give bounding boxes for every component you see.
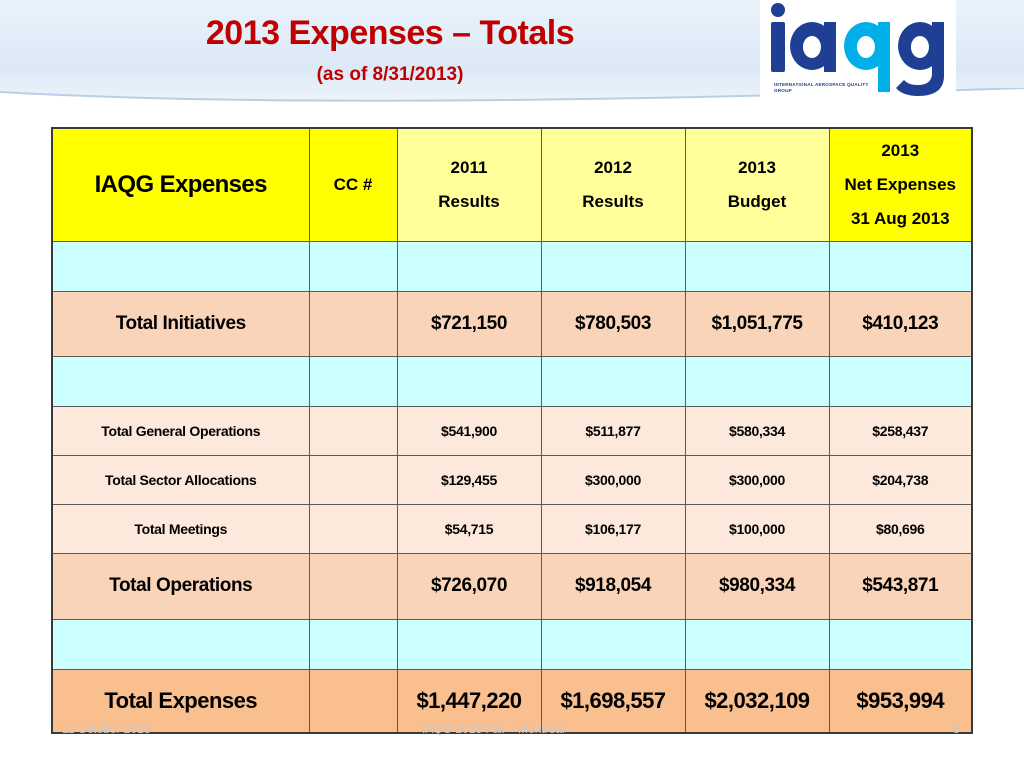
table-row-total-operations: Total Operations $726,070 $918,054 $980,… (51, 552, 973, 620)
footer-event: IAQG 2013 Fall – Montreal (422, 722, 565, 736)
value-2013-budget: $100,000 (684, 503, 830, 554)
spacer-cell (308, 618, 398, 670)
spacer-cell (828, 240, 973, 292)
table-header-row: IAQG Expenses CC # 2011 Results 2012 Res… (51, 127, 973, 242)
header-2011-results: 2011 Results (396, 127, 542, 242)
slide-subtitle: (as of 8/31/2013) (316, 64, 464, 85)
header-net-date: 31 Aug 2013 (850, 208, 950, 228)
value-2013-budget: $1,051,775 (684, 290, 830, 357)
expenses-table: IAQG Expenses CC # 2011 Results 2012 Res… (51, 127, 973, 734)
cc-cell (308, 405, 398, 456)
value-2012: $780,503 (540, 290, 686, 357)
value-2013-net: $258,437 (828, 405, 973, 456)
table-row-spacer (51, 618, 973, 670)
spacer-cell (51, 240, 310, 292)
header-2011-label: Results (438, 191, 500, 211)
logo-tagline: International Aerospace Quality Group (774, 82, 869, 93)
value-2013-budget: $300,000 (684, 454, 830, 505)
value-2012: $918,054 (540, 552, 686, 620)
value-2013-budget: $980,334 (684, 552, 830, 620)
header-2013-net-expenses: 2013 Net Expenses 31 Aug 2013 (828, 127, 973, 242)
value-2013-net: $410,123 (828, 290, 973, 357)
cc-cell (308, 668, 398, 734)
table-row-general-operations: Total General Operations $541,900 $511,8… (51, 405, 973, 456)
table-row-total-expenses: Total Expenses $1,447,220 $1,698,557 $2,… (51, 668, 973, 734)
header-2012-year: 2012 (594, 157, 632, 177)
header-2013-budget: 2013 Budget (684, 127, 830, 242)
spacer-cell (540, 355, 686, 407)
table-row-total-initiatives: Total Initiatives $721,150 $780,503 $1,0… (51, 290, 973, 357)
value-2013-net: $204,738 (828, 454, 973, 505)
spacer-cell (51, 355, 310, 407)
value-2011: $541,900 (396, 405, 542, 456)
spacer-cell (540, 240, 686, 292)
value-2012: $1,698,557 (540, 668, 686, 734)
header-2012-results: 2012 Results (540, 127, 686, 242)
cc-cell (308, 454, 398, 505)
value-2011: $54,715 (396, 503, 542, 554)
spacer-cell (540, 618, 686, 670)
spacer-cell (684, 355, 830, 407)
header-2013-year: 2013 (738, 157, 776, 177)
row-label: Total Initiatives (51, 290, 310, 357)
value-2012: $300,000 (540, 454, 686, 505)
iaqg-logo-mark (771, 3, 944, 96)
value-2012: $106,177 (540, 503, 686, 554)
spacer-cell (684, 240, 830, 292)
table-row-meetings: Total Meetings $54,715 $106,177 $100,000… (51, 503, 973, 554)
spacer-cell (684, 618, 830, 670)
spacer-cell (396, 240, 542, 292)
row-label: Total Expenses (51, 668, 310, 734)
iaqg-logo: International Aerospace Quality Group (760, 0, 956, 112)
cc-cell (308, 552, 398, 620)
spacer-cell (396, 618, 542, 670)
value-2013-net: $953,994 (828, 668, 973, 734)
value-2013-net: $543,871 (828, 552, 973, 620)
footer-date: 11 October 2013 (62, 722, 151, 736)
table-row-spacer (51, 240, 973, 292)
slide-title: 2013 Expenses – Totals (205, 14, 575, 52)
header-2013-label: Budget (727, 191, 787, 211)
value-2011: $726,070 (396, 552, 542, 620)
value-2011: $129,455 (396, 454, 542, 505)
value-2011: $721,150 (396, 290, 542, 357)
cc-cell (308, 503, 398, 554)
table-row-spacer (51, 355, 973, 407)
spacer-cell (308, 240, 398, 292)
spacer-cell (308, 355, 398, 407)
row-label: Total Meetings (51, 503, 310, 554)
header-net-year: 2013 (881, 140, 920, 160)
spacer-cell (396, 355, 542, 407)
header-iaqg-expenses: IAQG Expenses (51, 127, 310, 242)
row-label: Total General Operations (51, 405, 310, 456)
value-2013-budget: $580,334 (684, 405, 830, 456)
row-label: Total Operations (51, 552, 310, 620)
value-2013-net: $80,696 (828, 503, 973, 554)
header-2011-year: 2011 (450, 157, 488, 177)
footer-page-number: 8 (953, 722, 960, 736)
spacer-cell (828, 355, 973, 407)
value-2011: $1,447,220 (396, 668, 542, 734)
table-row-sector-allocations: Total Sector Allocations $129,455 $300,0… (51, 454, 973, 505)
header-2012-label: Results (582, 191, 644, 211)
header-net-label: Net Expenses (844, 174, 957, 194)
spacer-cell (828, 618, 973, 670)
cc-cell (308, 290, 398, 357)
header-cc-number: CC # (308, 127, 398, 242)
spacer-cell (51, 618, 310, 670)
value-2013-budget: $2,032,109 (684, 668, 830, 734)
value-2012: $511,877 (540, 405, 686, 456)
row-label: Total Sector Allocations (51, 454, 310, 505)
